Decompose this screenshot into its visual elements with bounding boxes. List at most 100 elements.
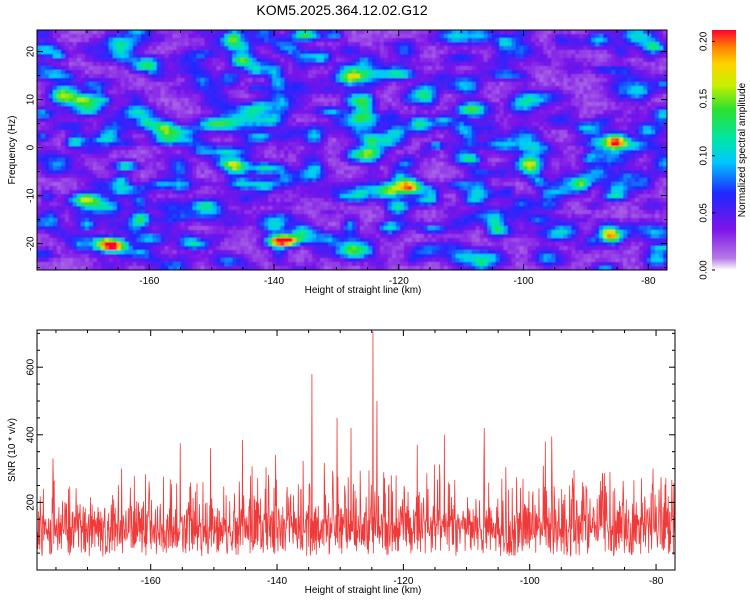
heatmap-cell — [144, 66, 150, 71]
heatmap-cell — [467, 42, 473, 47]
heatmap-cell — [284, 78, 289, 83]
heatmap-cell — [116, 98, 122, 103]
heatmap-cell — [423, 78, 429, 83]
heatmap-cell — [280, 86, 285, 91]
heatmap-cell — [224, 110, 229, 115]
heatmap-cell — [312, 94, 317, 99]
heatmap-cell — [220, 78, 226, 83]
heatmap-cell — [244, 30, 249, 35]
heatmap-cell — [391, 118, 397, 123]
heatmap-cell — [48, 74, 54, 79]
heatmap-cell — [124, 82, 130, 87]
heatmap-cell — [471, 46, 477, 51]
heatmap-cell — [288, 82, 293, 87]
heatmap-cell — [312, 122, 317, 127]
heatmap-cell — [423, 86, 429, 91]
heatmap-cell — [76, 42, 82, 47]
heatmap-cell — [595, 74, 600, 79]
heatmap-cell — [499, 122, 505, 127]
heatmap-cell — [499, 86, 505, 91]
heatmap-cell — [264, 142, 269, 147]
heatmap-cell — [563, 118, 568, 123]
heatmap-cell — [236, 62, 241, 67]
heatmap-cell — [395, 66, 401, 71]
heatmap-cell — [487, 146, 493, 151]
heatmap-cell — [575, 90, 580, 95]
heatmap-cell — [268, 78, 273, 83]
heatmap-cell — [611, 118, 616, 123]
heatmap-cell — [503, 78, 509, 83]
heatmap-cell — [276, 122, 281, 127]
heatmap-cell — [407, 150, 413, 155]
heatmap-cell — [196, 154, 202, 159]
heatmap-cell — [427, 106, 433, 111]
heatmap-cell — [535, 122, 541, 127]
heatmap-cell — [555, 54, 560, 59]
heatmap-cell — [52, 58, 58, 63]
heatmap-cell — [571, 118, 576, 123]
heatmap-cell — [407, 54, 413, 59]
heatmap-cell — [140, 102, 146, 107]
heatmap-cell — [579, 46, 584, 51]
heatmap-cell — [479, 82, 485, 87]
heatmap-cell — [599, 42, 604, 47]
heatmap-cell — [451, 58, 457, 63]
heatmap-cell — [579, 146, 584, 151]
heatmap-cell — [527, 138, 533, 143]
heatmap-cell — [571, 86, 576, 91]
heatmap-cell — [116, 66, 122, 71]
heatmap-cell — [463, 126, 469, 131]
heatmap-cell — [152, 62, 158, 67]
heatmap-cell — [88, 82, 94, 87]
heatmap-cell — [563, 94, 568, 99]
heatmap-cell — [80, 74, 86, 79]
heatmap-cell — [244, 70, 249, 75]
heatmap-cell — [603, 62, 608, 67]
heatmap-cell — [120, 62, 126, 67]
heatmap-cell — [403, 94, 409, 99]
heatmap-cell — [132, 134, 138, 139]
heatmap-cell — [531, 66, 537, 71]
heatmap-cell — [56, 78, 62, 83]
heatmap-cell — [260, 122, 265, 127]
heatmap-cell — [248, 58, 253, 63]
heatmap-cell — [284, 114, 289, 119]
heatmap-cell — [419, 154, 425, 159]
heatmap-cell — [256, 42, 261, 47]
heatmap-cell — [583, 70, 588, 75]
heatmap-cell — [427, 142, 433, 147]
heatmap-cell — [579, 30, 584, 35]
heatmap-cell — [635, 126, 640, 131]
heatmap-cell — [232, 58, 237, 63]
heatmap-cell — [355, 78, 361, 83]
heatmap-cell — [631, 110, 636, 115]
heatmap-cell — [595, 42, 600, 47]
heatmap-cell — [371, 34, 377, 39]
heatmap-cell — [543, 150, 548, 155]
heatmap-cell — [659, 66, 664, 71]
heatmap-cell — [248, 134, 253, 139]
heatmap-cell — [60, 118, 66, 123]
heatmap-cell — [56, 146, 62, 151]
heatmap-cell — [164, 110, 170, 115]
heatmap-cell — [112, 46, 118, 51]
heatmap-cell — [236, 146, 241, 151]
heatmap-cell — [308, 114, 313, 119]
heatmap-cell — [212, 138, 218, 143]
heatmap-cell — [116, 102, 122, 107]
heatmap-cell — [340, 142, 345, 147]
heatmap-cell — [467, 102, 473, 107]
heatmap-cell — [312, 142, 317, 147]
heatmap-cell — [164, 114, 170, 119]
heatmap-cell — [527, 82, 533, 87]
heatmap-cell — [96, 154, 102, 159]
heatmap-cell — [72, 130, 78, 135]
heatmap-cell — [547, 30, 552, 35]
heatmap-cell — [655, 150, 660, 155]
heatmap-cell — [180, 74, 186, 79]
heatmap-cell — [355, 122, 361, 127]
heatmap-cell — [559, 110, 564, 115]
heatmap-cell — [260, 54, 265, 59]
heatmap-cell — [367, 82, 373, 87]
heatmap-cell — [591, 70, 596, 75]
